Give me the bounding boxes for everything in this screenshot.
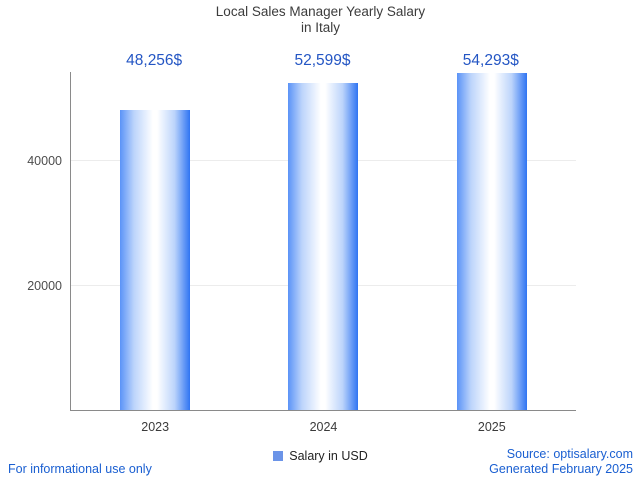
disclaimer-text: For informational use only [8, 462, 152, 476]
legend-label: Salary in USD [289, 449, 368, 463]
chart-title-line2: in Italy [300, 20, 341, 35]
bar-column-2025: 2025 [408, 72, 576, 434]
y-axis-tick-label: 20000 [27, 278, 62, 293]
legend-swatch-icon [273, 451, 284, 461]
plot-area: 2023 2024 2025 [70, 72, 576, 434]
legend: Salary in USD [0, 449, 641, 463]
bar-2023 [120, 110, 191, 410]
bar-2025 [456, 72, 527, 410]
y-axis-tick-label: 40000 [27, 154, 62, 169]
x-axis-label: 2025 [477, 420, 506, 434]
y-axis: 20000 40000 [0, 72, 62, 410]
value-label: 48,256$ [126, 52, 183, 69]
bar-column-2024: 2024 [239, 72, 407, 434]
x-axis-label: 2023 [141, 420, 170, 434]
bar-2024 [288, 83, 359, 410]
value-label: 54,293$ [462, 52, 519, 69]
source-block: Source: optisalary.com Generated Februar… [489, 447, 633, 477]
bar-column-2023: 2023 [71, 72, 239, 434]
chart-title: Local Sales Manager Yearly Salary in Ita… [0, 4, 641, 36]
source-link[interactable]: Source: optisalary.com [506, 447, 633, 461]
chart-title-line1: Local Sales Manager Yearly Salary [215, 4, 426, 19]
value-label: 52,599$ [294, 52, 351, 69]
value-labels-row: 48,256$ 52,599$ 54,293$ [70, 52, 575, 72]
x-axis-label: 2024 [309, 420, 338, 434]
generated-text: Generated February 2025 [489, 462, 633, 476]
